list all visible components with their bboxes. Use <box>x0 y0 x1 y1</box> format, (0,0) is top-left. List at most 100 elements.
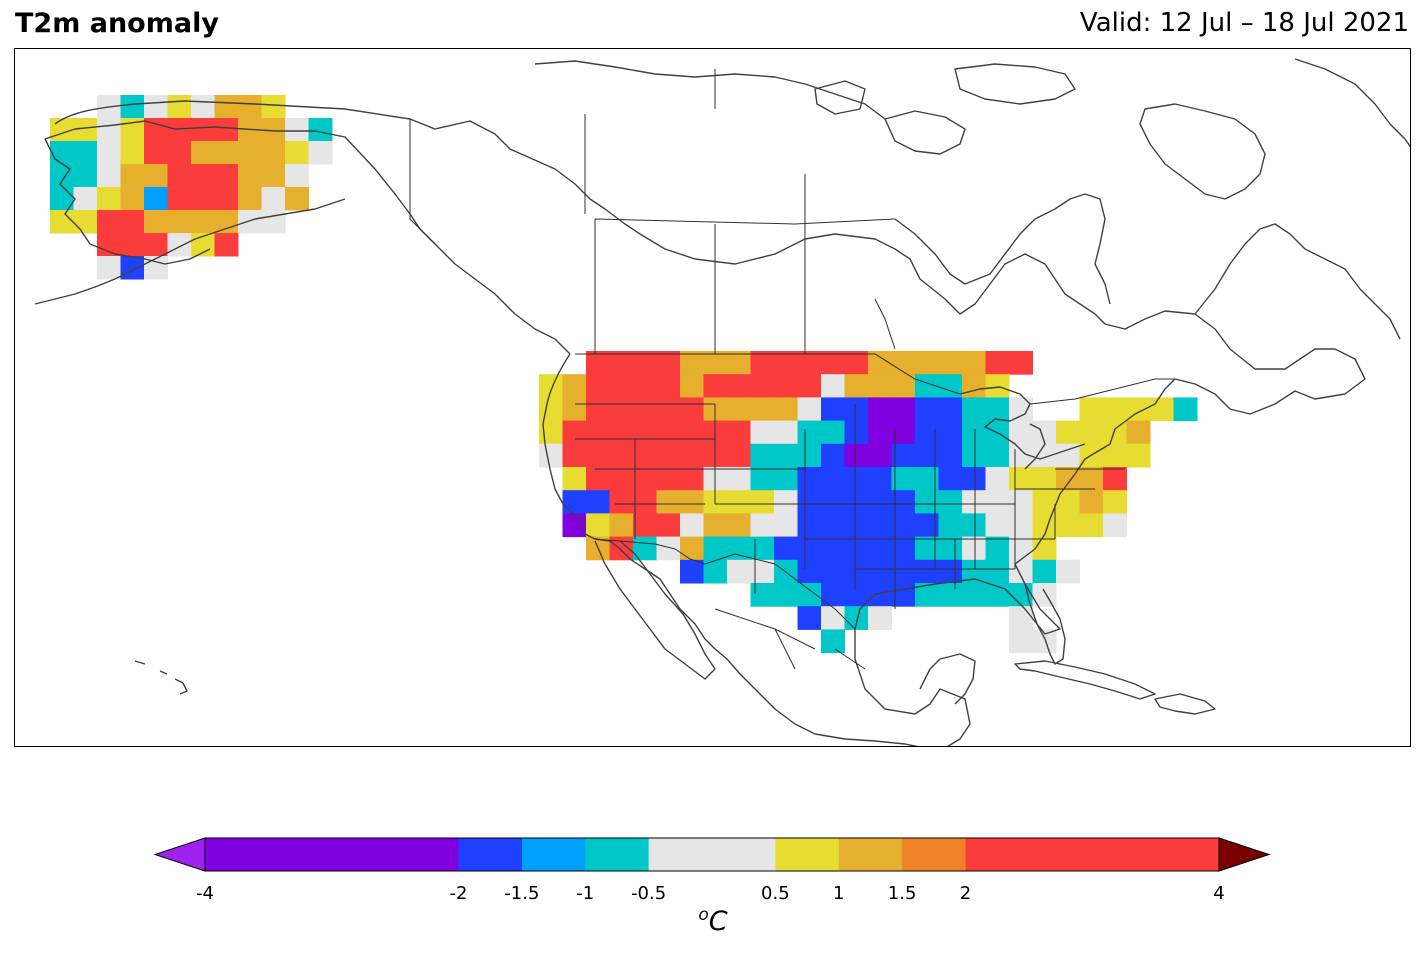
conus-cell <box>797 397 822 422</box>
hispaniola <box>1154 693 1216 715</box>
conus-cell <box>844 467 869 491</box>
conus-cell <box>727 397 751 422</box>
conus-cell <box>774 583 798 607</box>
conus-cell <box>1009 513 1033 538</box>
conus-cell <box>1103 490 1127 514</box>
conus-cell <box>844 420 869 445</box>
alaska-cell <box>167 118 192 142</box>
alaska-cell <box>144 210 168 234</box>
conus-cell <box>774 490 798 514</box>
conus-cell <box>539 443 563 468</box>
alaska-cell <box>238 210 262 234</box>
conus-cell <box>915 351 939 375</box>
alaska-cell <box>167 187 192 211</box>
conus-cell <box>915 420 939 445</box>
colorbar-segment <box>648 838 776 871</box>
colorbar-under-arrow <box>153 837 206 872</box>
conus-cell <box>562 513 587 538</box>
conus-cell <box>609 467 634 491</box>
conus-cell <box>656 536 681 561</box>
conus-cell <box>633 443 657 468</box>
conus-cell <box>727 559 751 584</box>
conus-cell <box>868 351 892 375</box>
conus-cell <box>821 559 845 584</box>
conus-cell <box>1032 629 1057 654</box>
conus-cell <box>962 374 986 398</box>
conus-cell <box>985 559 1010 584</box>
colorbar-tick-label: -4 <box>196 883 214 904</box>
hawaii <box>134 660 188 695</box>
conus-cell <box>915 536 939 561</box>
conus-cell <box>915 583 939 607</box>
colorbar-over-arrow <box>1218 837 1271 872</box>
greenland-coast <box>1294 58 1410 148</box>
alaska-cell <box>191 210 215 234</box>
basemap <box>34 58 1410 746</box>
conus-cell <box>1009 583 1033 607</box>
conus-cell <box>1056 420 1080 445</box>
conus-cell <box>680 374 704 398</box>
alaska-cell <box>285 164 309 188</box>
colorbar-segment <box>838 838 903 871</box>
conus-cell <box>868 397 892 422</box>
conus-cell <box>844 606 869 630</box>
conus-cell <box>821 606 845 630</box>
alaska-cell <box>97 210 121 234</box>
alaska-cell <box>238 141 262 165</box>
conus-cell <box>727 490 751 514</box>
conus-cell <box>656 420 681 445</box>
conus-cell <box>562 490 587 514</box>
conus-cell <box>962 351 986 375</box>
alaska-cell <box>97 118 121 142</box>
conus-cell <box>891 351 916 375</box>
conus-cell <box>985 513 1010 538</box>
conus-cell <box>586 374 610 398</box>
alaska-cell <box>120 187 145 211</box>
conus-cell <box>1056 443 1080 468</box>
alaska-cell <box>144 233 168 257</box>
conus-cell <box>562 374 587 398</box>
conus-cell <box>938 443 963 468</box>
conus-cell <box>750 513 775 538</box>
conus-cell <box>962 513 986 538</box>
conus-cell <box>727 467 751 491</box>
conus-cell <box>1009 559 1033 584</box>
conus-cell <box>844 536 869 561</box>
conus-cell <box>586 420 610 445</box>
arctic-mainland-coast <box>534 60 886 120</box>
conus-cell <box>797 606 822 630</box>
alaska-cell <box>73 210 98 234</box>
alaska-cell <box>144 118 168 142</box>
conus-cell <box>562 443 587 468</box>
conus-cell <box>750 559 775 584</box>
alaska-cell <box>73 118 98 142</box>
conus-cell <box>1009 629 1033 654</box>
alaska-cell <box>97 187 121 211</box>
conus-cell <box>868 583 892 607</box>
conus-cell <box>562 397 587 422</box>
us-canada-border <box>575 353 1175 405</box>
conus-cell <box>1009 397 1033 422</box>
conus-cell <box>844 374 869 398</box>
alaska-cell <box>73 187 98 211</box>
conus-cell <box>962 420 986 445</box>
conus-cell <box>1032 559 1057 584</box>
hudson-bay-coast <box>894 193 1111 305</box>
conus-cell <box>868 559 892 584</box>
conus-cell <box>797 467 822 491</box>
great-lakes <box>959 386 1086 470</box>
conus-cell <box>868 374 892 398</box>
alaska-cell <box>238 164 262 188</box>
colorbar-tick-label: 1.5 <box>887 883 917 904</box>
conus-cell <box>868 443 892 468</box>
alaska-cell <box>120 164 145 188</box>
conus-cell <box>656 443 681 468</box>
labrador-coast <box>1194 223 1401 340</box>
conus-cell <box>938 397 963 422</box>
conus-cell <box>727 374 751 398</box>
conus-cell <box>868 490 892 514</box>
conus-cell <box>915 490 939 514</box>
anomaly-map <box>14 48 1411 747</box>
alaska-cell <box>261 118 286 142</box>
florida-coast <box>1024 583 1066 665</box>
